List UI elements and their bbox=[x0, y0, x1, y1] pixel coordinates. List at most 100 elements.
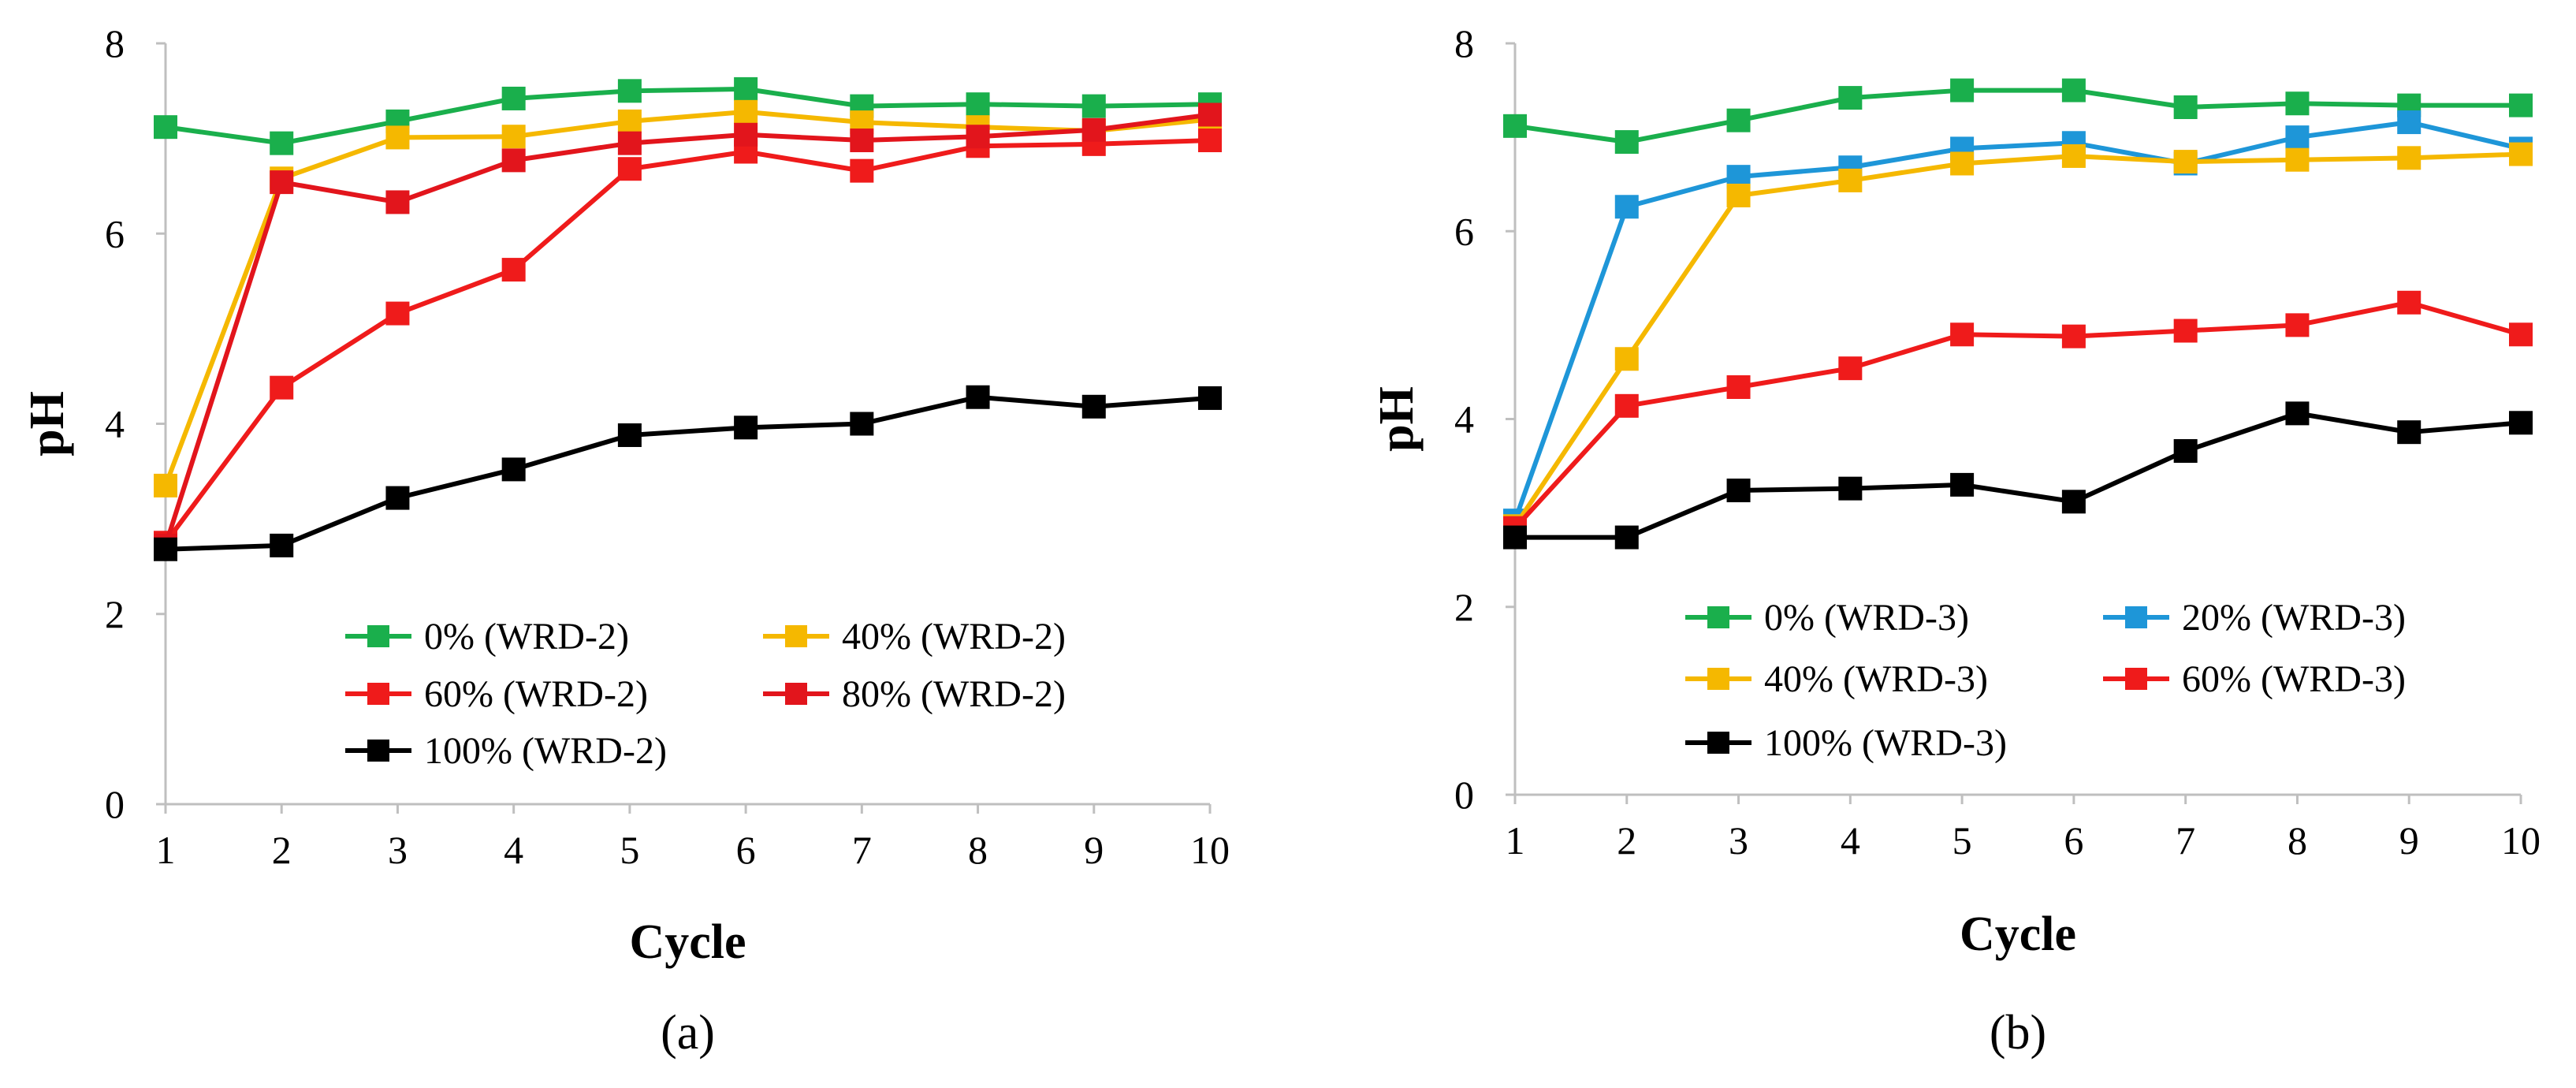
legend-label: 40% (WRD-2) bbox=[842, 616, 1066, 658]
y-tick-label: 2 bbox=[1454, 585, 1474, 629]
data-point bbox=[2397, 420, 2422, 445]
data-point bbox=[617, 131, 642, 155]
data-point bbox=[385, 190, 410, 214]
data-point bbox=[2509, 142, 2533, 166]
data-point bbox=[1198, 386, 1222, 410]
data-point bbox=[385, 486, 410, 510]
data-point bbox=[1614, 393, 1639, 418]
series-line bbox=[165, 86, 1211, 146]
data-point bbox=[1503, 114, 1527, 138]
legend-label: 0% (WRD-3) bbox=[1764, 597, 1969, 639]
legend-swatch-marker bbox=[1707, 606, 1729, 628]
data-point bbox=[2509, 411, 2533, 435]
panel-label: (a) bbox=[661, 1006, 715, 1060]
data-point bbox=[2173, 95, 2198, 120]
data-point bbox=[1726, 183, 1751, 207]
data-point bbox=[617, 79, 642, 103]
data-point bbox=[966, 385, 990, 409]
data-point bbox=[154, 537, 177, 561]
data-point bbox=[1950, 151, 1975, 176]
y-tick-label: 8 bbox=[105, 21, 125, 65]
data-point bbox=[2285, 147, 2310, 172]
data-point bbox=[2509, 93, 2533, 117]
legend-swatch-marker bbox=[785, 625, 807, 647]
data-point bbox=[2173, 439, 2198, 464]
data-point bbox=[154, 473, 177, 497]
data-point bbox=[1838, 168, 1863, 192]
series-line bbox=[1513, 151, 2522, 527]
data-point bbox=[501, 125, 526, 149]
legend-label: 20% (WRD-3) bbox=[2182, 597, 2406, 639]
x-axis-title: Cycle bbox=[1960, 907, 2076, 961]
data-point bbox=[734, 122, 758, 147]
data-point bbox=[1081, 94, 1106, 118]
x-tick-label: 9 bbox=[2399, 818, 2419, 863]
data-point bbox=[2061, 143, 2086, 168]
data-point bbox=[850, 412, 874, 436]
y-tick-label: 6 bbox=[105, 211, 125, 255]
data-point bbox=[1081, 117, 1106, 142]
data-point bbox=[1838, 356, 1863, 381]
legend-label: 40% (WRD-3) bbox=[1764, 658, 1988, 700]
series-4 bbox=[154, 385, 1222, 561]
data-point bbox=[2397, 146, 2422, 170]
legend-item: 0% (WRD-3) bbox=[1685, 597, 1969, 639]
series-1 bbox=[1503, 110, 2533, 533]
legend-item: 60% (WRD-2) bbox=[345, 673, 648, 715]
data-point bbox=[1503, 525, 1527, 550]
data-point bbox=[154, 115, 177, 140]
data-point bbox=[2397, 110, 2422, 135]
legend-swatch-marker bbox=[2125, 668, 2147, 690]
data-point bbox=[2285, 91, 2310, 116]
data-point bbox=[2285, 401, 2310, 426]
data-point bbox=[2061, 78, 2086, 102]
legend-item: 40% (WRD-2) bbox=[763, 616, 1066, 658]
y-tick-label: 4 bbox=[1454, 397, 1474, 442]
data-point bbox=[2061, 324, 2086, 348]
chart-panel-a: 0 2 4 6 8 1 2 3 4 5 6 7 8 9 10 Cycle pH 0% (WRD-2) 40% (WR… bbox=[20, 21, 1230, 1060]
series-2 bbox=[1503, 142, 2533, 538]
legend-swatch-marker bbox=[1707, 732, 1729, 754]
x-tick-label: 3 bbox=[1729, 818, 1748, 863]
data-point bbox=[270, 170, 294, 195]
legend-swatch-marker bbox=[367, 625, 389, 647]
data-point bbox=[270, 375, 294, 400]
data-point bbox=[734, 415, 758, 440]
data-point bbox=[1950, 78, 1975, 102]
data-point bbox=[2061, 490, 2086, 514]
x-tick-label: 3 bbox=[388, 828, 408, 872]
data-point bbox=[2173, 319, 2198, 343]
data-point bbox=[1614, 195, 1639, 219]
legend-swatch-marker bbox=[367, 683, 389, 705]
data-point bbox=[1950, 322, 1975, 347]
data-point bbox=[1838, 86, 1863, 110]
x-tick-label: 8 bbox=[968, 828, 988, 872]
x-tick-label: 8 bbox=[2288, 818, 2307, 863]
x-axis-title: Cycle bbox=[629, 915, 746, 969]
data-point bbox=[1726, 374, 1751, 399]
legend-item: 60% (WRD-3) bbox=[2103, 658, 2406, 700]
data-point bbox=[617, 109, 642, 133]
y-axis-title: pH bbox=[1370, 386, 1424, 452]
series-line bbox=[1515, 411, 2522, 540]
series-line bbox=[163, 109, 1211, 486]
data-point bbox=[1614, 130, 1639, 155]
legend-item: 100% (WRD-2) bbox=[345, 730, 667, 772]
legend-label: 0% (WRD-2) bbox=[424, 616, 629, 658]
data-point bbox=[2509, 322, 2533, 347]
series-line bbox=[163, 138, 1211, 545]
x-tick-label: 5 bbox=[620, 828, 639, 872]
data-point bbox=[501, 86, 526, 110]
data-point bbox=[1614, 347, 1639, 371]
y-tick-label: 2 bbox=[105, 592, 125, 636]
legend-swatch-marker bbox=[1707, 668, 1729, 690]
series-2 bbox=[154, 129, 1222, 555]
data-point bbox=[270, 533, 294, 557]
x-tick-label: 2 bbox=[272, 828, 292, 872]
data-point bbox=[2285, 125, 2310, 150]
data-point bbox=[1198, 102, 1222, 127]
data-point bbox=[1950, 472, 1975, 497]
data-point bbox=[2173, 150, 2198, 174]
data-point bbox=[1081, 394, 1106, 419]
